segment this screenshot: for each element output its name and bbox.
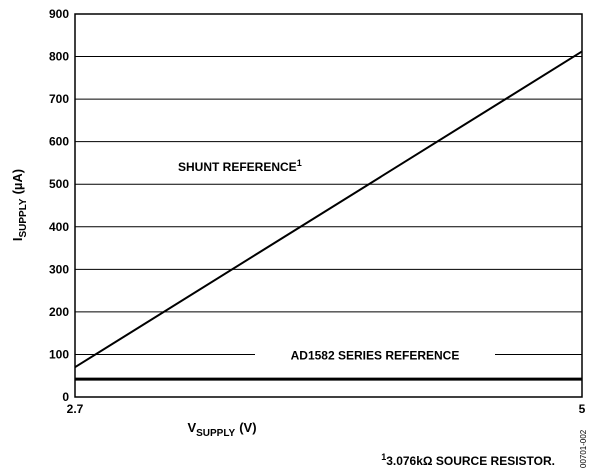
x-label-main: V (187, 420, 196, 435)
x-label-unit: (V) (239, 420, 256, 435)
y-label-unit: (µA) (10, 169, 25, 195)
y-tick-label: 0 (62, 390, 69, 404)
y-tick-label: 600 (49, 135, 69, 149)
y-tick-label: 100 (49, 347, 69, 361)
footnote-text: 3.076kΩ SOURCE RESISTOR. (386, 454, 555, 468)
y-tick-label: 700 (49, 92, 69, 106)
y-tick-label: 800 (49, 50, 69, 64)
x-tick-label: 2.7 (67, 402, 84, 416)
footnote-mark: 1 (381, 452, 386, 462)
y-axis-label: ISUPPLY (µA) (10, 169, 29, 241)
series-label: AD1582 SERIES REFERENCE (291, 348, 460, 362)
footnote: 13.076kΩ SOURCE RESISTOR. (381, 452, 555, 468)
y-label-main: I (10, 238, 25, 242)
label-bg (255, 345, 495, 364)
figure-id: 00701-002 (579, 429, 588, 468)
y-tick-label: 400 (49, 220, 69, 234)
x-tick-label: 5 (579, 402, 586, 416)
y-label-sub: SUPPLY (18, 198, 29, 237)
series-name: SHUNT REFERENCE (178, 160, 297, 174)
plot-frame (74, 13, 583, 398)
series-note: 1 (297, 158, 302, 168)
y-tick-label: 300 (49, 262, 69, 276)
series-label: SHUNT REFERENCE1 (178, 158, 302, 174)
y-tick-label: 900 (49, 7, 69, 21)
series-line (74, 50, 583, 369)
x-axis-label: VSUPPLY (V) (187, 420, 256, 439)
x-label-sub: SUPPLY (196, 428, 235, 439)
y-tick-label: 500 (49, 177, 69, 191)
y-tick-label: 200 (49, 305, 69, 319)
